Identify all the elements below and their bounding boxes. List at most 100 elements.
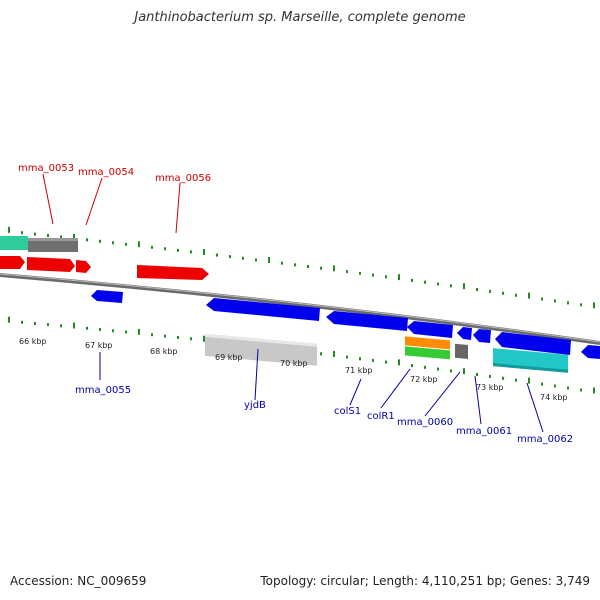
cds-mma-0060[interactable] [457, 327, 472, 340]
upper-tick-mark [489, 289, 491, 293]
upper-tick-mark [515, 293, 517, 297]
gene-label-mma-0060[interactable]: mma_0060 [397, 417, 453, 428]
kbp-label: 74 kbp [540, 393, 568, 402]
top-label-leaders [42, 173, 181, 234]
gene-label-colS1[interactable]: colS1 [334, 406, 361, 417]
lower-tick-mark [34, 321, 36, 325]
cyan-feature-shade [493, 363, 568, 373]
lower-tick-mark [190, 337, 192, 341]
lower-tick-mark [47, 323, 49, 327]
cds-mma-0054[interactable] [27, 257, 75, 272]
upper-tick-mark [580, 303, 582, 307]
upper-tick-mark [34, 232, 36, 236]
upper-tick-mark [73, 233, 75, 240]
upper-tick-mark [86, 238, 88, 242]
upper-tick-mark [450, 284, 452, 288]
lower-tick-mark [580, 388, 582, 392]
grey-feature-upper-shine [28, 238, 78, 241]
upper-tick-mark [385, 275, 387, 279]
cds-mma-0056[interactable] [137, 265, 209, 280]
lower-tick-mark [86, 326, 88, 330]
gene-label-mma-0055[interactable]: mma_0055 [75, 385, 131, 396]
upper-tick-mark [268, 257, 270, 264]
upper-tick-mark [125, 242, 127, 246]
cds-next[interactable] [581, 345, 600, 359]
cds-mma-0062[interactable] [495, 332, 571, 355]
lower-tick-mark [112, 329, 114, 333]
lower-tick-mark [164, 334, 166, 338]
gene-label-mma-0056[interactable]: mma_0056 [155, 173, 211, 184]
upper-tick-mark [554, 299, 556, 303]
lower-tick-mark [398, 359, 400, 366]
kbp-label: 73 kbp [476, 383, 504, 392]
upper-tick-mark [8, 226, 10, 233]
bottom-label-leaders [99, 348, 544, 433]
gene-label-mma-0061[interactable]: mma_0061 [456, 426, 512, 437]
lower-tick-mark [450, 369, 452, 373]
upper-tick-mark [47, 234, 49, 238]
genome-backbone-highlight [0, 273, 600, 343]
lower-tick-mark [372, 358, 374, 362]
upper-tick-mark [138, 241, 140, 248]
lower-tick-mark [60, 324, 62, 328]
genome-title: Janthinobacterium sp. Marseille, complet… [134, 10, 466, 25]
grey-feature-lower[interactable] [455, 343, 468, 359]
gene-label-colR1[interactable]: colR1 [367, 411, 395, 422]
lower-tick-mark [320, 352, 322, 356]
rna-feature[interactable] [0, 236, 28, 250]
lower-tick-mark [21, 320, 23, 324]
kbp-label: 70 kbp [280, 359, 308, 368]
cds-colS1[interactable] [326, 311, 408, 331]
orange-feature[interactable] [405, 336, 450, 350]
cds-mma-0054b[interactable] [76, 260, 91, 273]
gene-label-mma-0054[interactable]: mma_0054 [78, 167, 134, 178]
upper-tick-mark [281, 261, 283, 265]
light-grey-feature-shine [205, 333, 317, 347]
lower-tick-mark [593, 387, 595, 394]
lower-tick-mark [138, 328, 140, 335]
upper-tick-mark [229, 255, 231, 259]
upper-tick-mark [99, 239, 101, 243]
kbp-label: 68 kbp [150, 347, 178, 356]
upper-tick-mark [372, 273, 374, 277]
kbp-label: 67 kbp [85, 341, 113, 350]
cds-mma-0055[interactable] [91, 290, 123, 303]
green-feature[interactable] [405, 346, 450, 360]
cds-yjdB[interactable] [206, 298, 320, 321]
lower-tick-mark [346, 355, 348, 359]
upper-tick-mark [242, 256, 244, 260]
upper-tick-mark [359, 271, 361, 275]
upper-tick-mark [177, 248, 179, 252]
upper-tick-mark [476, 288, 478, 292]
cds-mma-0061[interactable] [473, 329, 491, 343]
lower-tick-mark [203, 335, 205, 342]
upper-tick-mark [307, 265, 309, 269]
upper-tick-mark [528, 292, 530, 299]
lower-tick-mark [502, 376, 504, 380]
upper-tick-mark [541, 297, 543, 301]
kbp-label: 66 kbp [19, 337, 47, 346]
upper-tick-mark [463, 283, 465, 290]
lower-tick-mark [541, 382, 543, 386]
lower-tick-mark [99, 328, 101, 332]
kbp-label: 71 kbp [345, 366, 373, 375]
accession-text: Accession: NC_009659 [10, 574, 147, 588]
lower-tick-mark [177, 335, 179, 339]
upper-tick-mark [320, 266, 322, 270]
kbp-scale-labels: 66 kbp 67 kbp 68 kbp 69 kbp 70 kbp 71 kb… [19, 337, 568, 402]
genome-backbone [0, 273, 600, 345]
lower-tick-mark [73, 322, 75, 329]
gene-label-yjdB[interactable]: yjdB [244, 400, 266, 411]
upper-tick-mark [294, 263, 296, 267]
grey-feature-upper[interactable] [28, 238, 78, 252]
upper-tick-mark [411, 278, 413, 282]
gene-label-mma-0062[interactable]: mma_0062 [517, 434, 573, 445]
cds-colR1[interactable] [407, 321, 453, 338]
lower-tick-mark [528, 377, 530, 384]
upper-tick-mark [333, 265, 335, 272]
upper-tick-mark [502, 291, 504, 295]
cds-mma-0053[interactable] [0, 256, 25, 269]
gene-label-mma-0053[interactable]: mma_0053 [18, 163, 74, 174]
lower-tick-mark [125, 330, 127, 334]
